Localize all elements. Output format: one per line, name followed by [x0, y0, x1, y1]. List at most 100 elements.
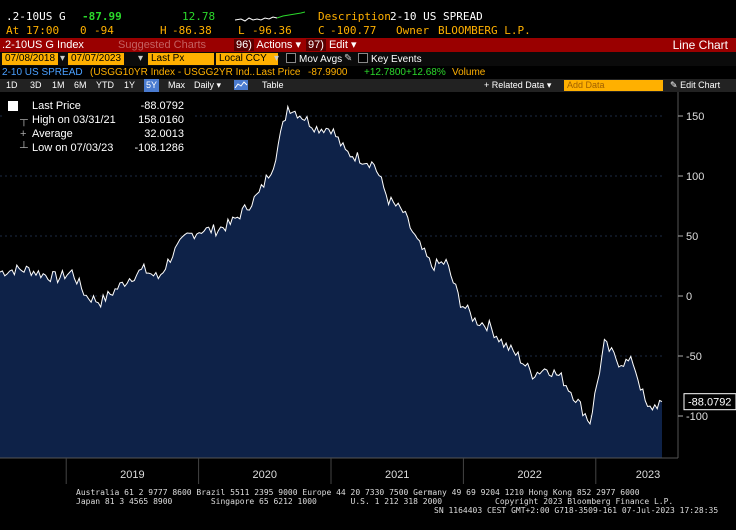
chart-series-line — [0, 104, 663, 426]
open-value: -94 — [94, 24, 114, 37]
legend-high-value: 158.0160 — [138, 114, 184, 126]
volume-label[interactable]: Volume — [452, 67, 486, 78]
x-tick-label: 2021 — [385, 469, 409, 481]
chart-toolbar: 07/08/2018 ▾ 07/07/2023 ▾ Last Px Local … — [0, 52, 736, 66]
last-price-value: -87.9900 — [308, 67, 348, 78]
suggested-charts-link[interactable]: Suggested Charts — [118, 39, 207, 51]
start-date-field[interactable]: 07/08/2018 — [2, 53, 59, 65]
table-button[interactable]: Table — [262, 80, 284, 90]
line-chart[interactable]: 150 100 50 0 -50 -100 2019 2020 2021 2022 2023 -8… — [0, 92, 736, 488]
x-tick-label: 2019 — [120, 469, 144, 481]
edit-chart-label: Edit Chart — [680, 80, 721, 90]
mov-avgs-label: Mov Avgs — [299, 54, 343, 65]
period-6m[interactable]: 6M — [74, 80, 87, 90]
low-label: L — [238, 24, 245, 37]
chevron-down-icon: ▾ — [216, 80, 222, 90]
y-tick-label: -50 — [686, 351, 702, 363]
y-tick-label: 50 — [686, 231, 698, 243]
description-label: Description — [318, 10, 391, 23]
key-events-toggle[interactable]: Key Events — [358, 53, 422, 65]
edit-chart-button[interactable]: ✎ Edit Chart — [670, 79, 720, 92]
chart-area-fill — [0, 106, 662, 458]
key-events-label: Key Events — [371, 54, 422, 65]
y-axis: 150 100 50 0 -50 -100 — [677, 92, 708, 458]
legend-average: + Average 32.0013 — [4, 127, 194, 141]
high-marker-icon: ┬ — [20, 114, 28, 126]
calendar-icon[interactable]: ▾ — [60, 53, 66, 64]
mov-avgs-toggle[interactable]: Mov Avgs — [286, 53, 342, 65]
owner-value: BLOOMBERG L.P. — [438, 24, 531, 37]
sparkline-icon — [235, 11, 305, 22]
y-tick-label: 150 — [686, 111, 704, 123]
actions-menu[interactable]: 96) Actions ▾ — [234, 38, 301, 52]
low-marker-icon: ┴ — [20, 142, 28, 154]
edit-label: Edit — [328, 39, 348, 51]
add-data-input[interactable]: Add Data — [564, 80, 663, 91]
legend-low-label: Low on 07/03/23 — [32, 142, 114, 154]
period-max[interactable]: Max — [168, 80, 186, 90]
period-5y[interactable]: 5Y — [144, 79, 160, 92]
legend-last-price-value: -88.0792 — [140, 100, 184, 112]
at-label: At — [6, 24, 20, 37]
legend-high: ┬ High on 03/31/21 158.0160 — [4, 113, 194, 127]
gear-icon: ✎ — [670, 80, 678, 90]
security-info-row: 2-10 US SPREAD (USGG10YR Index - USGG2YR… — [0, 66, 736, 79]
menu-bar: .2-10US G Index Suggested Charts 96) Act… — [0, 38, 736, 52]
edit-menu[interactable]: 97) Edit ▾ — [306, 38, 357, 52]
chevron-down-icon: ▾ — [295, 39, 302, 51]
legend-low: ┴ Low on 07/03/23 -108.1286 — [4, 141, 194, 155]
related-data-button[interactable]: + Related Data ▾ — [484, 79, 551, 92]
end-date-field[interactable]: 07/07/2023 — [68, 53, 125, 65]
chart-mode-label[interactable]: Line Chart — [672, 38, 728, 52]
y-tick-label: -100 — [686, 411, 708, 423]
actions-num: 96) — [234, 39, 254, 51]
checkbox-icon — [286, 53, 296, 63]
period-1y[interactable]: 1Y — [124, 80, 136, 90]
pencil-icon[interactable]: ✎ — [344, 53, 353, 64]
x-tick-label: 2022 — [517, 469, 541, 481]
footer-line-2: Japan 81 3 4565 8900 Singapore 65 6212 1… — [76, 497, 674, 506]
security-name[interactable]: 2-10 US SPREAD — [2, 67, 83, 78]
x-axis: 2019 2020 2021 2022 2023 — [0, 457, 678, 484]
close-label: C — [318, 24, 325, 37]
chevron-down-icon: ▾ — [546, 80, 552, 90]
period-1m[interactable]: 1M — [52, 80, 65, 90]
legend-high-label: High on 03/31/21 — [32, 114, 116, 126]
period-3d[interactable]: 3D — [30, 80, 42, 90]
legend-average-value: 32.0013 — [144, 128, 184, 140]
chevron-down-icon: ▾ — [351, 39, 357, 51]
period-1d[interactable]: 1D — [6, 80, 18, 90]
legend-swatch — [8, 101, 18, 111]
ticker-change: 12.78 — [182, 10, 216, 23]
chart-legend: Last Price -88.0792 ┬ High on 03/31/21 1… — [4, 99, 194, 161]
legend-low-value: -108.1286 — [134, 142, 184, 154]
at-time: 17:00 — [26, 24, 60, 37]
y-tick-label: 0 — [686, 291, 692, 303]
frequency-select[interactable]: Daily ▾ — [194, 79, 221, 92]
line-chart-icon[interactable] — [234, 80, 248, 90]
field-select[interactable]: Last Px — [148, 53, 214, 65]
footer: Australia 61 2 9777 8600 Brazil 5511 239… — [0, 488, 736, 530]
last-value-marker: -88.0792 — [683, 393, 736, 411]
ticker-security[interactable]: .2-10US G — [6, 10, 66, 23]
high-value: -86.38 — [172, 24, 212, 37]
ticker-last: -87.99 — [82, 10, 122, 23]
menu-security[interactable]: .2-10US G Index — [2, 39, 84, 51]
currency-select[interactable]: Local CCY — [216, 53, 278, 65]
footer-line-3: SN 1164403 CEST GMT+2:00 G718-3509-161 0… — [434, 506, 719, 515]
currency-dropdown-icon[interactable]: ▾ — [274, 53, 280, 64]
x-tick-label: 2020 — [253, 469, 277, 481]
period-ytd[interactable]: YTD — [96, 80, 114, 90]
high-label: H — [160, 24, 167, 37]
legend-average-label: Average — [32, 128, 73, 140]
description-value: 2-10 US SPREAD — [390, 10, 483, 23]
owner-label: Owner — [396, 24, 430, 37]
calendar-icon[interactable]: ▾ — [138, 53, 144, 64]
y-tick-label: 100 — [686, 171, 704, 183]
change-value: +12.7800+12.68% — [364, 67, 446, 78]
period-bar: 1D 3D 1M 6M YTD 1Y 5Y Max Daily ▾ Table … — [0, 79, 736, 92]
average-marker-icon: + — [20, 128, 27, 140]
last-value-box — [683, 393, 736, 411]
legend-last-price: Last Price -88.0792 — [4, 99, 194, 113]
frequency-label: Daily — [194, 80, 215, 90]
